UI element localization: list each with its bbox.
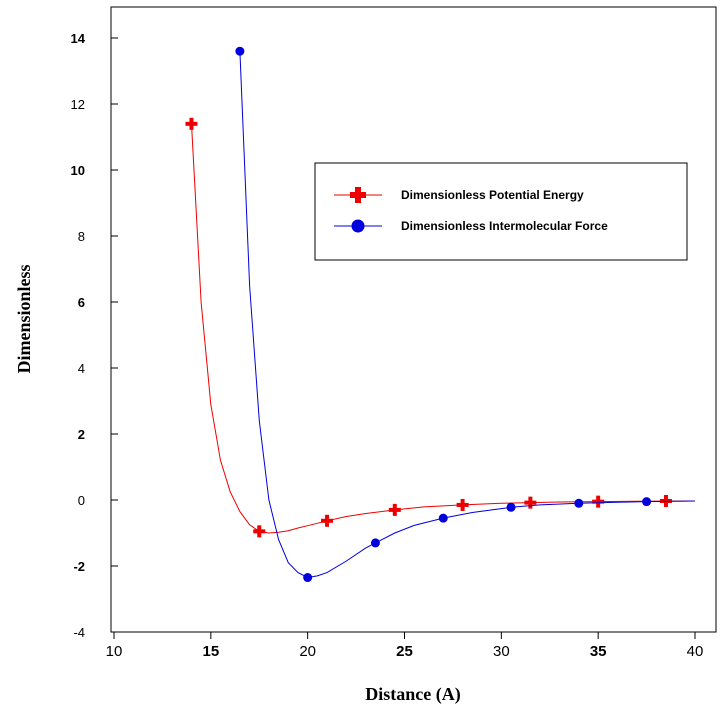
legend-marker-shape — [355, 187, 361, 203]
legend-box — [314, 162, 688, 261]
x-tick-label: 10 — [106, 643, 123, 660]
x-tick-label: 35 — [590, 643, 607, 660]
data-point-1 — [235, 46, 245, 56]
x-tick-label: 40 — [687, 643, 704, 660]
data-point-0 — [528, 496, 533, 509]
data-point-0 — [257, 525, 262, 538]
y-tick-label: 4 — [78, 361, 85, 376]
legend-marker-force — [351, 219, 365, 233]
data-point-1 — [642, 497, 652, 507]
plot-frame — [110, 6, 717, 633]
data-point-0 — [392, 503, 397, 516]
y-tick-label: 6 — [78, 295, 85, 310]
legend-label-potential: Dimensionless Potential Energy — [401, 188, 584, 202]
series-line-1 — [239, 51, 696, 579]
y-tick-label: 10 — [71, 163, 85, 178]
legend-marker-potential — [350, 187, 366, 203]
y-tick-label: -2 — [73, 559, 85, 574]
data-point-1 — [574, 498, 584, 508]
y-tick-label: 2 — [78, 427, 85, 442]
y-tick-label: -4 — [73, 625, 85, 640]
series-layer — [185, 46, 696, 583]
data-point-0 — [189, 117, 194, 130]
data-point-1 — [370, 538, 380, 548]
data-point-1 — [506, 502, 516, 512]
data-point-0 — [596, 495, 601, 508]
legend: Dimensionless Potential Energy Dimension… — [314, 162, 688, 261]
x-axis-title: Distance (A) — [365, 684, 460, 705]
x-tick-label: 25 — [396, 643, 413, 660]
data-point-0 — [460, 498, 465, 511]
x-tick-label: 30 — [493, 643, 510, 660]
x-tick-label: 15 — [202, 643, 219, 660]
y-tick-label: 0 — [78, 493, 85, 508]
y-tick-label: 14 — [71, 31, 86, 46]
y-axis-title: Dimensionless — [14, 264, 34, 373]
x-tick-label: 20 — [299, 643, 316, 660]
data-point-1 — [303, 573, 313, 583]
y-tick-label: 12 — [71, 97, 85, 112]
legend-marker-shape — [351, 219, 365, 233]
legend-label-force: Dimensionless Intermolecular Force — [401, 219, 608, 233]
ticks-layer: -4 -2 0 2 4 6 8 10 12 14 10 15 20 25 30 35 40 — [71, 31, 704, 660]
y-tick-label: 8 — [78, 229, 85, 244]
data-point-1 — [438, 513, 448, 523]
data-point-0 — [325, 514, 330, 527]
